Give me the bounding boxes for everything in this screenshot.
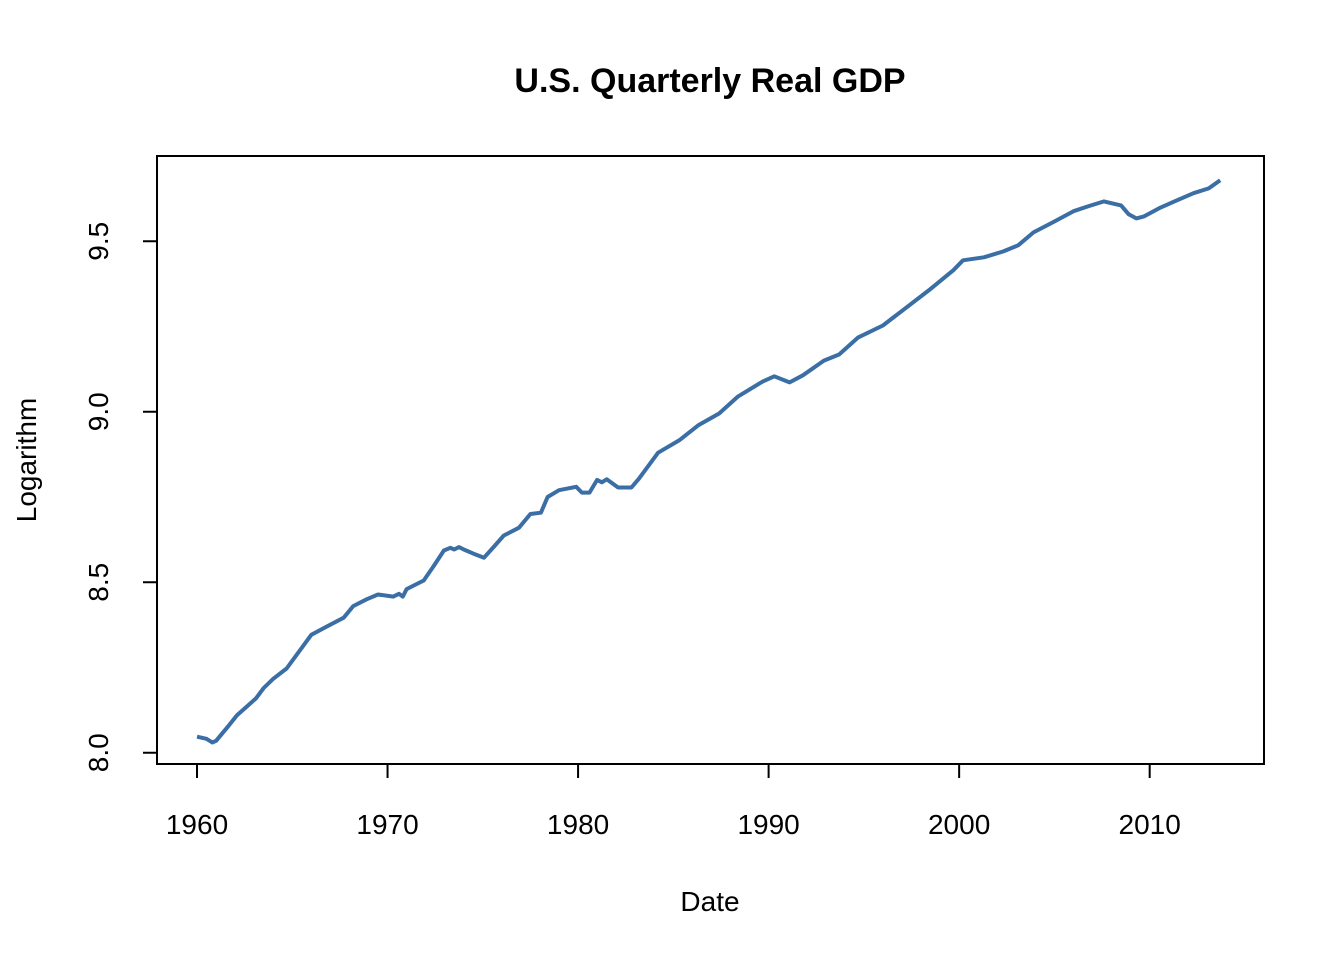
x-tick-label: 2010 [1119, 809, 1181, 840]
series-line-gdp [196, 178, 1222, 745]
y-tick-label: 8.0 [83, 733, 114, 772]
x-tick-label: 2000 [928, 809, 990, 840]
y-axis-label: Logarithm [11, 398, 42, 523]
x-tick-label: 1960 [166, 809, 228, 840]
x-axis-label: Date [680, 886, 739, 917]
x-tick-label: 1990 [737, 809, 799, 840]
y-tick-label: 8.5 [83, 563, 114, 602]
x-axis: 1960 1970 1980 1990 2000 2010 [166, 763, 1181, 840]
plot-frame [156, 155, 1265, 765]
x-tick-label: 1980 [547, 809, 609, 840]
y-axis: 8.0 8.5 9.0 9.5 [83, 222, 158, 772]
y-tick-label: 9.5 [83, 222, 114, 261]
x-tick-label: 1970 [356, 809, 418, 840]
y-tick-label: 9.0 [83, 392, 114, 431]
chart-title: U.S. Quarterly Real GDP [514, 62, 905, 100]
